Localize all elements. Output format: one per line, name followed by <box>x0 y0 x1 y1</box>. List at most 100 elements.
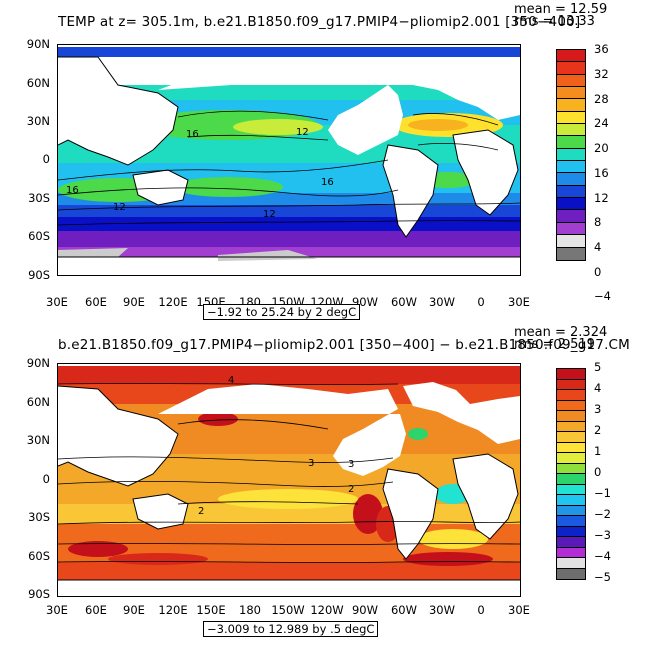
colorbar-swatch <box>557 235 585 248</box>
lat-label: 0 <box>42 472 50 486</box>
map-plot: 4 3 3 2 2 <box>57 363 521 597</box>
colorbar-swatch <box>557 568 585 579</box>
colorbar-swatch <box>557 222 585 236</box>
lat-label: 90N <box>26 37 50 51</box>
lon-label: 30E <box>508 295 530 309</box>
colorbar-swatch <box>557 161 585 174</box>
lon-label: 90W <box>351 603 378 617</box>
colorbar-swatch <box>557 136 585 149</box>
lat-label: 30N <box>26 433 50 447</box>
colorbar-swatch <box>557 526 585 537</box>
lon-label: 120W <box>310 603 344 617</box>
lon-label: 90E <box>123 295 145 309</box>
colorbar-label: −1 <box>594 485 611 500</box>
antarctica-land <box>58 580 520 596</box>
colorbar-label: 4 <box>594 240 602 254</box>
lon-label: 60E <box>85 295 107 309</box>
colorbar-swatch <box>557 111 585 125</box>
colorbar <box>556 368 586 580</box>
lat-label: 30S <box>28 510 50 524</box>
europe-land <box>403 60 520 120</box>
lon-label: 60E <box>85 603 107 617</box>
rms-value: rms = 2.519 <box>514 337 595 352</box>
colorbar-swatch <box>557 99 585 112</box>
colorbar-swatch <box>557 148 585 162</box>
contour-label: 12 <box>296 127 309 138</box>
eurasia-land <box>58 57 178 165</box>
colorbar-swatch <box>557 173 585 186</box>
colorbar-label: 2 <box>594 422 602 437</box>
lat-label: 60N <box>26 76 50 90</box>
colorbar-swatch <box>557 198 585 211</box>
lon-label: 30E <box>46 295 68 309</box>
colorbar-swatch <box>557 369 585 380</box>
contour-range: −3.009 to 12.989 by .5 degC <box>203 621 379 637</box>
colorbar-swatch <box>557 87 585 100</box>
colorbar-swatch <box>557 516 585 527</box>
contour-label: 12 <box>263 209 276 220</box>
top-panel: TEMP at z= 305.1m, b.e21.B1850.f09_g17.P… <box>0 0 647 323</box>
lon-label: 120E <box>158 603 188 617</box>
lat-label: 90N <box>26 356 50 370</box>
lon-label: 30W <box>428 295 455 309</box>
colorbar-swatch <box>557 379 585 390</box>
south-america-land <box>383 469 438 559</box>
colorbar-swatch <box>557 547 585 558</box>
colorbar-swatch <box>557 62 585 75</box>
colorbar-label: 28 <box>594 91 609 106</box>
contour-label: 3 <box>348 459 354 470</box>
colorbar-label: 20 <box>594 141 609 156</box>
contour-label: 16 <box>66 185 79 196</box>
panel-title: b.e21.B1850.f09_g17.PMIP4−pliomip2.001 [… <box>58 337 631 353</box>
lat-label: 30N <box>26 114 50 128</box>
lat-label: 60S <box>28 549 50 563</box>
australia-land <box>133 170 188 205</box>
north-america-land <box>158 384 406 476</box>
contour-label: 2 <box>198 506 204 517</box>
colorbar-swatch <box>557 124 585 137</box>
lat-label: 90S <box>28 268 50 282</box>
lat-label: 90S <box>28 587 50 601</box>
colorbar-swatch <box>557 463 585 474</box>
europe-land <box>403 382 520 444</box>
africa-land <box>453 130 518 215</box>
colorbar-label: 12 <box>594 190 609 205</box>
colorbar-label: −2 <box>594 506 611 521</box>
antarctica-land <box>58 257 520 275</box>
rms-value: rms = 13.33 <box>514 14 595 29</box>
lat-label: 0 <box>42 152 50 166</box>
lon-label: 180 <box>239 603 261 617</box>
eurasia-land <box>58 386 178 486</box>
contour-label: 3 <box>308 458 314 469</box>
colorbar-swatch <box>557 400 585 411</box>
contour-label: 12 <box>113 202 126 213</box>
colorbar-swatch <box>557 50 585 63</box>
stats: mean = 12.59 rms = 13.33 <box>514 3 607 29</box>
africa-land <box>453 454 518 539</box>
lon-label: 150E <box>196 603 226 617</box>
lon-label: 60W <box>390 295 417 309</box>
south-america-land <box>383 145 438 237</box>
colorbar-swatch <box>557 432 585 443</box>
colorbar-label: 0 <box>594 264 602 279</box>
colorbar-swatch <box>557 185 585 199</box>
australia-land <box>133 494 188 529</box>
contour-label: 16 <box>321 177 334 188</box>
lon-label: 30W <box>428 603 455 617</box>
colorbar-swatch <box>557 484 585 495</box>
stats: mean = 2.324 rms = 2.519 <box>514 326 607 352</box>
colorbar-label: 1 <box>594 443 602 458</box>
colorbar-swatch <box>557 421 585 432</box>
colorbar-swatch <box>557 442 585 453</box>
colorbar-swatch <box>557 537 585 548</box>
colorbar-label: −4 <box>594 548 611 563</box>
colorbar-swatch <box>557 558 585 569</box>
colorbar-label: −4 <box>594 289 611 304</box>
lat-label: 30S <box>28 191 50 205</box>
colorbar-label: 4 <box>594 380 602 395</box>
colorbar-swatch <box>557 247 585 260</box>
contour-range: −1.92 to 25.24 by 2 degC <box>203 304 361 320</box>
lon-label: 90E <box>123 603 145 617</box>
map-field: 16 12 16 12 16 12 <box>58 45 520 275</box>
lon-label: 120E <box>158 295 188 309</box>
